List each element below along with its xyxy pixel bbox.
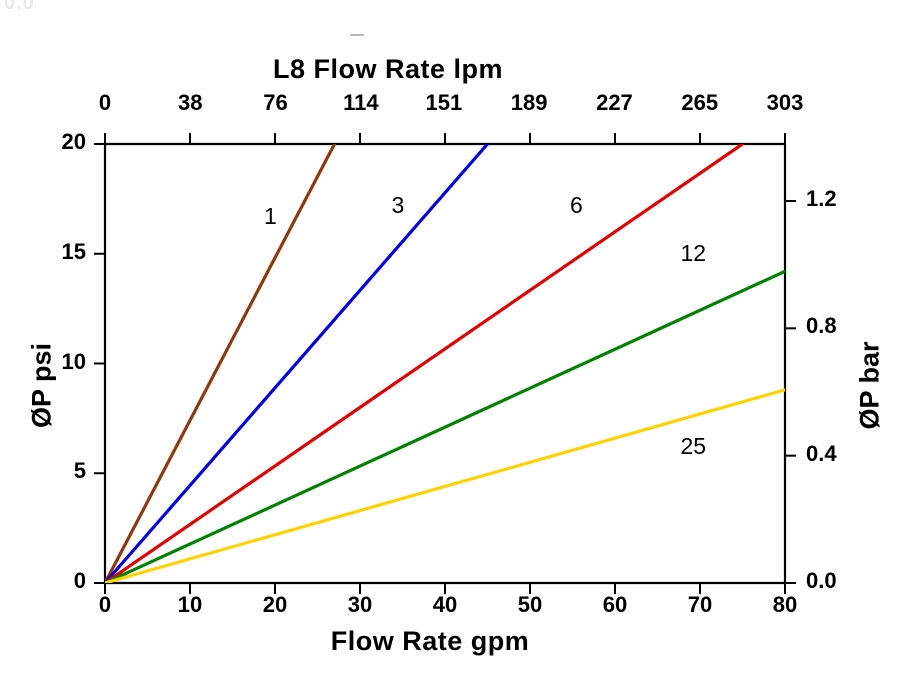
xtick-label-top-189: 189	[510, 90, 548, 115]
xtick-label-bottom-70: 70	[687, 592, 713, 617]
ytick-label-left-10: 10	[61, 348, 86, 374]
curve-label-3: 3	[391, 191, 405, 218]
curve-12	[105, 269, 785, 583]
bottom-axis-title-text: Flow Rate gpm	[330, 626, 530, 656]
curve-3	[105, 144, 490, 583]
curve-label-6: 6	[570, 191, 583, 218]
xtick-label-top-38: 38	[178, 90, 203, 115]
xtick-label-top-0: 0	[98, 90, 112, 115]
xtick-label-top-151: 151	[425, 90, 463, 115]
axis-lines	[103, 142, 787, 585]
xtick-label-top-76: 76	[263, 90, 288, 115]
curve-25	[105, 388, 785, 583]
top-axis-title: L8 Flow Rate lpm	[0, 54, 920, 85]
ytick-label-right-0.4: 0.4	[806, 440, 837, 466]
xtick-label-bottom-20: 20	[262, 592, 288, 617]
xtick-label-bottom-80: 80	[772, 592, 798, 617]
tick-marks	[94, 133, 796, 594]
curve-label-12: 12	[680, 239, 707, 266]
xtick-label-top-265: 265	[681, 90, 719, 115]
xtick-label-bottom-40: 40	[432, 592, 458, 617]
ytick-label-right-0.8: 0.8	[806, 313, 837, 339]
top-axis-title-text: L8 Flow Rate lpm	[272, 54, 504, 84]
xtick-label-bottom-0: 0	[98, 592, 112, 617]
stray-dash-mark	[350, 34, 364, 36]
ytick-label-right-0.0: 0.0	[806, 568, 837, 593]
clipped-text-artifact: 0.0	[4, 0, 35, 14]
xtick-label-top-114: 114	[343, 90, 379, 115]
ytick-label-left-5: 5	[73, 458, 86, 484]
xtick-label-bottom-10: 10	[177, 592, 203, 617]
xtick-label-bottom-60: 60	[602, 592, 628, 617]
curve-label-1: 1	[264, 202, 277, 229]
xtick-label-top-227: 227	[596, 90, 633, 115]
ytick-label-left-20: 20	[61, 129, 86, 154]
xtick-label-bottom-50: 50	[517, 592, 543, 617]
data-curves	[105, 144, 785, 583]
curve-6	[105, 144, 745, 583]
curve-label-25: 25	[680, 433, 707, 460]
xtick-label-top-303: 303	[766, 90, 804, 115]
ytick-label-right-1.2: 1.2	[806, 185, 837, 211]
bottom-axis-title: Flow Rate gpm	[0, 626, 920, 657]
ytick-label-left-15: 15	[61, 238, 86, 264]
xtick-label-bottom-30: 30	[347, 592, 373, 617]
curve-1	[105, 144, 337, 583]
ytick-label-left-0: 0	[73, 568, 86, 593]
